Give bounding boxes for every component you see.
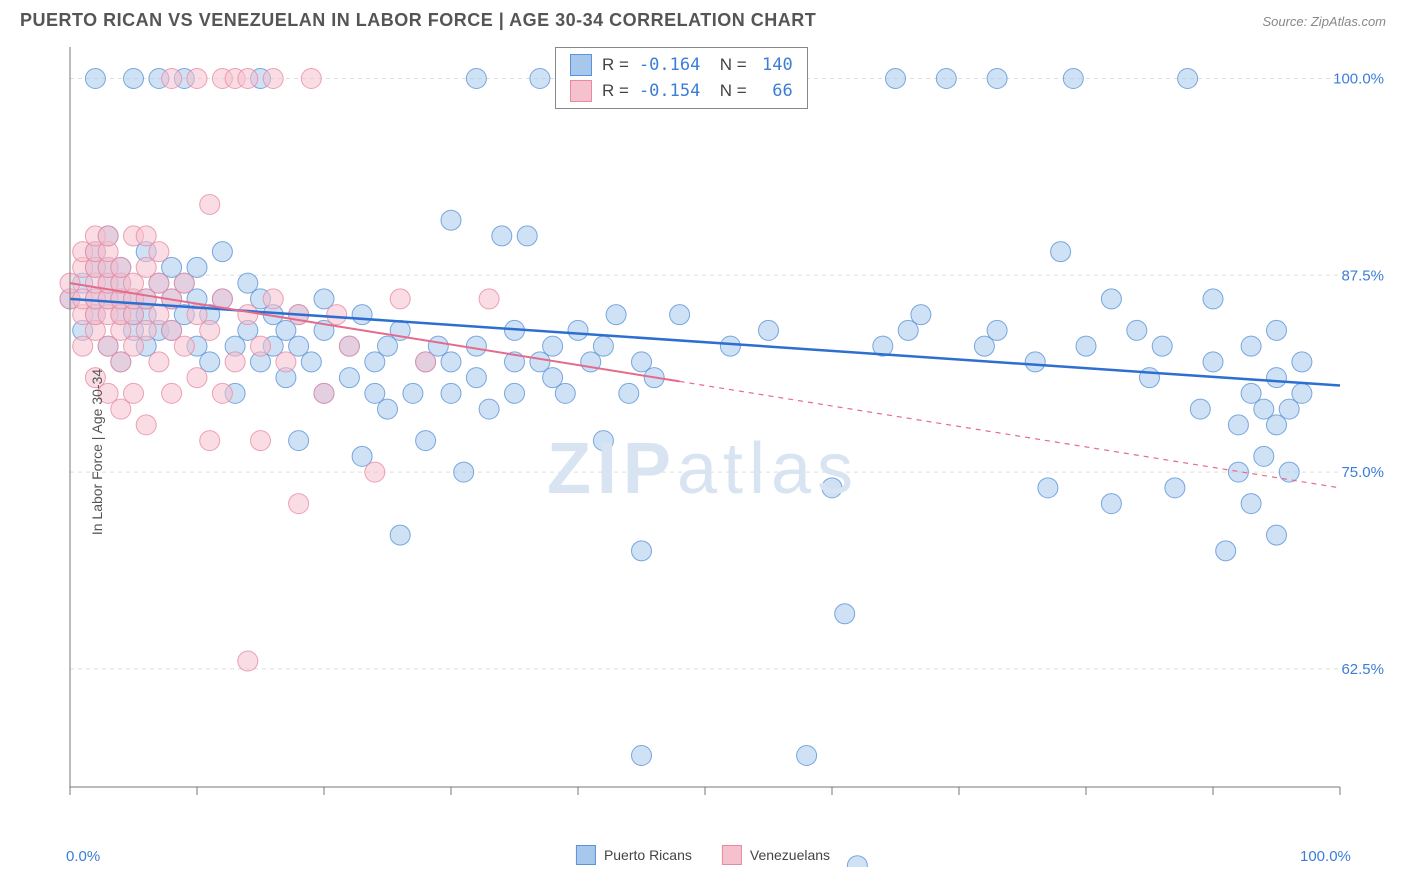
stats-row: R = -0.154 N = 66 [556,78,807,104]
svg-text:87.5%: 87.5% [1341,267,1384,284]
stats-r-value: -0.154 [639,81,700,101]
stats-n-value: 66 [757,81,793,101]
legend-item-puerto-ricans: Puerto Ricans [576,845,692,865]
legend-label: Puerto Ricans [604,847,692,863]
chart-title: PUERTO RICAN VS VENEZUELAN IN LABOR FORC… [20,10,816,31]
chart-header: PUERTO RICAN VS VENEZUELAN IN LABOR FORC… [0,0,1406,37]
stats-n-label: N = [710,55,746,75]
y-axis-label: In Labor Force | Age 30-34 [89,369,105,535]
correlation-stats-box: R = -0.164 N = 140 R = -0.154 N = 66 [555,47,808,109]
stats-swatch-icon [570,54,592,76]
x-axis-max-label: 100.0% [1300,848,1351,865]
chart-source: Source: ZipAtlas.com [1262,14,1386,29]
stats-r-value: -0.164 [639,55,700,75]
svg-text:75.0%: 75.0% [1341,464,1384,481]
legend-item-venezuelans: Venezuelans [722,845,830,865]
bottom-legend: Puerto Ricans Venezuelans [576,845,830,865]
stats-n-value: 140 [757,55,793,75]
x-axis-min-label: 0.0% [66,848,100,865]
stats-r-label: R = [602,55,629,75]
stats-r-label: R = [602,81,629,101]
chart-area: In Labor Force | Age 30-34 ZIPatlas 62.5… [20,37,1386,867]
stats-row: R = -0.164 N = 140 [556,52,807,78]
legend-swatch-icon [576,845,596,865]
svg-text:100.0%: 100.0% [1333,70,1384,87]
svg-text:62.5%: 62.5% [1341,661,1384,678]
stats-n-label: N = [710,81,746,101]
scatter-chart: 62.5% 75.0% 87.5% 100.0% [20,37,1386,867]
legend-swatch-icon [722,845,742,865]
legend-label: Venezuelans [750,847,830,863]
stats-swatch-icon [570,80,592,102]
